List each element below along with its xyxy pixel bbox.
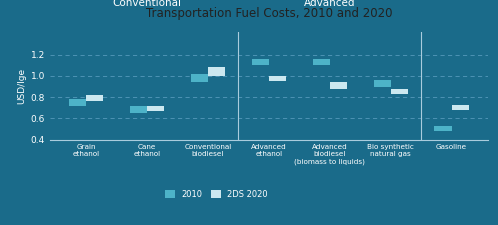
Text: Conventional: Conventional [113,0,182,8]
Bar [452,105,469,110]
Bar [69,99,86,106]
Bar [330,82,347,89]
Bar [208,68,225,76]
Bar [313,59,330,65]
Bar [252,59,269,65]
Bar [130,106,147,113]
Text: Advanced: Advanced [304,0,356,8]
Legend: 2010, 2DS 2020: 2010, 2DS 2020 [161,187,271,202]
Bar [191,74,208,82]
Bar [434,126,452,131]
Bar [147,106,164,111]
Bar [86,95,104,101]
Bar [390,89,408,94]
Text: Transportation Fuel Costs, 2010 and 2020: Transportation Fuel Costs, 2010 and 2020 [146,7,392,20]
Y-axis label: USD/lge: USD/lge [17,68,26,104]
Bar [269,76,286,81]
Bar [374,80,390,87]
